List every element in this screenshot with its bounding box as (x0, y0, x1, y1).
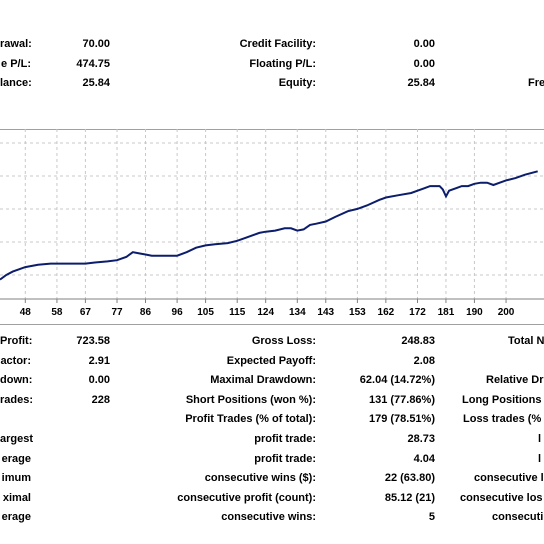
x-tick-label: 200 (498, 307, 515, 318)
label-col3: consecutive l (474, 472, 544, 485)
label-col1: imum (1, 472, 31, 485)
value-col2: 2.08 (413, 354, 435, 367)
value-col1: 70.00 (82, 38, 110, 50)
value-col1: 0.00 (88, 374, 110, 387)
chart-grid (0, 129, 544, 300)
value-col2: 62.04 (14.72%) (359, 374, 435, 387)
value-col2: 179 (78.51%) (368, 413, 435, 426)
value-col1: 474.75 (76, 57, 110, 70)
x-tick-label: 77 (111, 307, 123, 318)
x-tick-label: 153 (349, 307, 366, 318)
balance-chart: 48 58 67 77 86 96 105 115 124 134 143 153 162 172 181 1… (0, 129, 544, 318)
x-tick-label: 143 (317, 307, 334, 318)
label-col3: Relative Dr (486, 374, 544, 387)
x-tick-label: 86 (140, 307, 152, 318)
divider-bottom (0, 324, 544, 325)
x-tick-label: 96 (172, 307, 184, 318)
value-col1: 25.84 (82, 77, 110, 89)
x-tick-label: 124 (257, 307, 274, 318)
value-col2: 0.00 (413, 38, 435, 50)
x-tick-label: 105 (197, 307, 214, 318)
label-col2: Profit Trades (% of total): (185, 413, 316, 426)
x-tick-label: 58 (51, 307, 63, 318)
value-col2: 248.83 (401, 335, 435, 347)
label-col3: Loss trades (% (463, 413, 542, 426)
value-col2: 0.00 (413, 57, 435, 70)
label-col2: consecutive wins ($): (204, 472, 316, 485)
label-col2: Expected Payoff: (226, 354, 316, 367)
label-col2: Short Positions (won %): (185, 393, 316, 406)
label-col1: lance: (0, 77, 32, 89)
label-col2: profit trade: (254, 452, 316, 465)
label-col3: l (538, 433, 542, 445)
label-col2: Credit Facility: (239, 38, 316, 50)
value-col2: 5 (428, 511, 435, 524)
label-col1: down: (0, 374, 33, 387)
label-col1: rawal: (0, 38, 32, 50)
label-col2: Floating P/L: (249, 57, 316, 70)
label-col1: erage (1, 511, 31, 524)
label-col2: consecutive profit (count): (177, 491, 316, 504)
value-col2: 131 (77.86%) (368, 393, 435, 406)
balance-line (0, 170, 538, 281)
value-col2: 4.04 (413, 452, 435, 465)
x-tick-label: 181 (438, 307, 455, 318)
x-tick-label: 190 (466, 307, 483, 318)
x-tick-label: 67 (80, 307, 92, 318)
label-col3: consecuti (492, 511, 544, 524)
value-col2: 22 (63.80) (384, 472, 435, 485)
x-tick-label: 172 (409, 307, 426, 318)
label-col2: Gross Loss: (251, 335, 316, 347)
label-col1: e P/L: (1, 57, 31, 70)
label-col3: l (538, 452, 542, 465)
value-col1: 228 (91, 393, 110, 406)
label-col1: ximal (2, 491, 31, 504)
value-col2: 28.73 (407, 433, 435, 445)
label-col2: profit trade: (254, 433, 316, 445)
x-axis-ticks: 48 58 67 77 86 96 105 115 124 134 143 153 162 172 181 1… (20, 299, 515, 318)
label-col1: rades: (0, 393, 34, 406)
label-col1: actor: (0, 354, 31, 367)
x-tick-label: 115 (229, 307, 246, 318)
label-col1: argest (0, 433, 34, 445)
label-col2: consecutive wins: (221, 511, 316, 524)
x-tick-label: 162 (378, 307, 395, 318)
x-tick-label: 48 (20, 307, 32, 318)
label-col2: Maximal Drawdown: (210, 374, 316, 387)
label-col3: Long Positions ( (462, 393, 544, 406)
label-col3: Total N (508, 335, 544, 347)
label-col1: Profit: (0, 335, 33, 347)
x-tick-label: 134 (289, 307, 306, 318)
value-col2: 25.84 (407, 77, 435, 89)
divider-top (0, 129, 544, 130)
value-col2: 85.12 (21) (384, 491, 435, 504)
label-col3: consecutive los (460, 491, 543, 504)
value-col1: 2.91 (88, 354, 110, 367)
value-col1: 723.58 (76, 335, 110, 347)
label-col1: erage (1, 452, 31, 465)
label-col3: Fre (528, 77, 544, 89)
label-col2: Equity: (278, 77, 316, 89)
